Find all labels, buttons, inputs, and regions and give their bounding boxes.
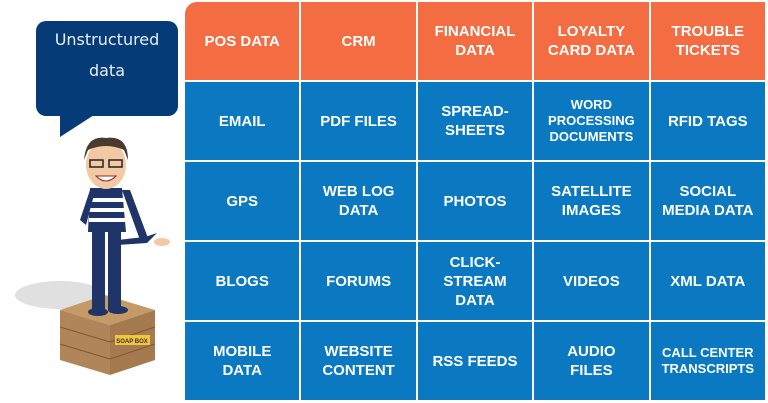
header-cell: LOYALTY CARD DATA bbox=[534, 2, 649, 80]
grid-cell: SPREAD- SHEETS bbox=[417, 82, 533, 160]
grid-cell: RFID TAGS bbox=[650, 82, 765, 160]
header-cell: TROUBLE TICKETS bbox=[650, 2, 765, 80]
grid-cell: WEB LOG DATA bbox=[301, 162, 416, 240]
crate-label: SOAP BOX bbox=[116, 339, 148, 345]
grid-cell: FORUMS bbox=[301, 242, 416, 320]
grid-cell: VIDEOS bbox=[534, 242, 649, 320]
grid-cell: BLOGS bbox=[185, 242, 300, 320]
grid-cell: RSS FEEDS bbox=[417, 322, 533, 400]
speech-bubble: Unstructured data bbox=[36, 21, 178, 116]
grid-cell: SATELLITE IMAGES bbox=[534, 162, 649, 240]
soapbox-speaker-illustration: SOAP BOX bbox=[15, 137, 170, 375]
grid-cell: PDF FILES bbox=[301, 82, 416, 160]
grid-cell: XML DATA bbox=[650, 242, 765, 320]
grid-cell: MOBILE DATA bbox=[185, 322, 300, 400]
grid-cell: WEBSITE CONTENT bbox=[301, 322, 416, 400]
grid-cell: GPS bbox=[185, 162, 300, 240]
grid-cell: AUDIO FILES bbox=[534, 322, 649, 400]
grid-cell: WORD PROCESSING DOCUMENTS bbox=[534, 82, 649, 160]
header-cell: FINANCIAL DATA bbox=[417, 2, 533, 80]
grid-cell: PHOTOS bbox=[417, 162, 533, 240]
grid-cell: EMAIL bbox=[185, 82, 300, 160]
grid-cell: SOCIAL MEDIA DATA bbox=[650, 162, 765, 240]
speech-bubble-tail bbox=[60, 115, 94, 137]
grid-cell: CALL CENTER TRANSCRIPTS bbox=[650, 322, 765, 400]
header-cell: CRM bbox=[301, 2, 416, 80]
data-types-grid: POS DATA CRM FINANCIAL DATA LOYALTY CARD… bbox=[185, 2, 765, 400]
header-cell: POS DATA bbox=[185, 2, 300, 80]
grid-cell: CLICK- STREAM DATA bbox=[417, 242, 533, 320]
